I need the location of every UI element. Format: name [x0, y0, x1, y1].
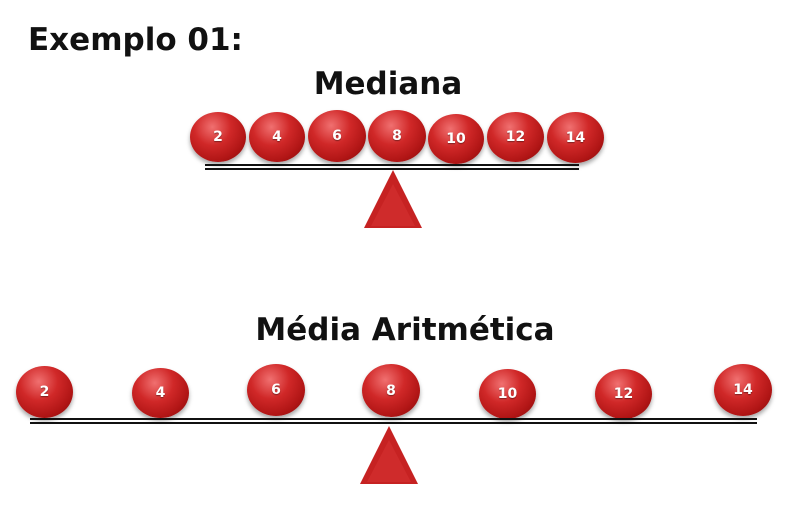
- median-ball: 4: [249, 112, 305, 162]
- mean-ball-label: 10: [497, 386, 518, 402]
- median-ball-label: 12: [505, 129, 526, 145]
- mean-ball: 14: [714, 364, 772, 416]
- mean-ball-label: 2: [39, 384, 50, 400]
- mean-ball: 8: [362, 364, 420, 417]
- mean-ball-label: 14: [733, 382, 753, 398]
- mean-ball-label: 6: [271, 382, 281, 398]
- median-ball: 12: [487, 112, 544, 162]
- example-title: Exemplo 01:: [28, 22, 243, 58]
- mean-title: Média Aritmética: [255, 312, 555, 348]
- mean-ball-label: 4: [155, 385, 166, 401]
- mean-ball-label: 8: [386, 382, 396, 399]
- median-title: Mediana: [313, 66, 463, 102]
- median-ball-label: 6: [332, 128, 342, 144]
- mean-ball: 4: [132, 368, 189, 418]
- mean-fulcrum: [360, 426, 418, 484]
- median-ball-label: 4: [272, 129, 282, 145]
- mean-ball: 2: [16, 366, 73, 418]
- median-ball-label: 8: [392, 128, 402, 144]
- median-ball-label: 2: [213, 129, 223, 145]
- mean-ball: 6: [247, 364, 305, 416]
- median-ball: 8: [368, 110, 426, 162]
- median-beam: [205, 164, 579, 170]
- median-ball: 14: [547, 112, 604, 163]
- median-ball: 6: [308, 110, 366, 162]
- mean-ball: 10: [479, 369, 536, 419]
- mean-ball: 12: [595, 369, 652, 419]
- median-ball: 2: [190, 112, 246, 162]
- median-fulcrum: [364, 170, 422, 228]
- mean-beam: [30, 418, 757, 424]
- median-ball-label: 14: [565, 129, 586, 146]
- median-ball-label: 10: [446, 131, 466, 147]
- median-ball: 10: [428, 114, 484, 164]
- mean-ball-label: 12: [613, 386, 634, 402]
